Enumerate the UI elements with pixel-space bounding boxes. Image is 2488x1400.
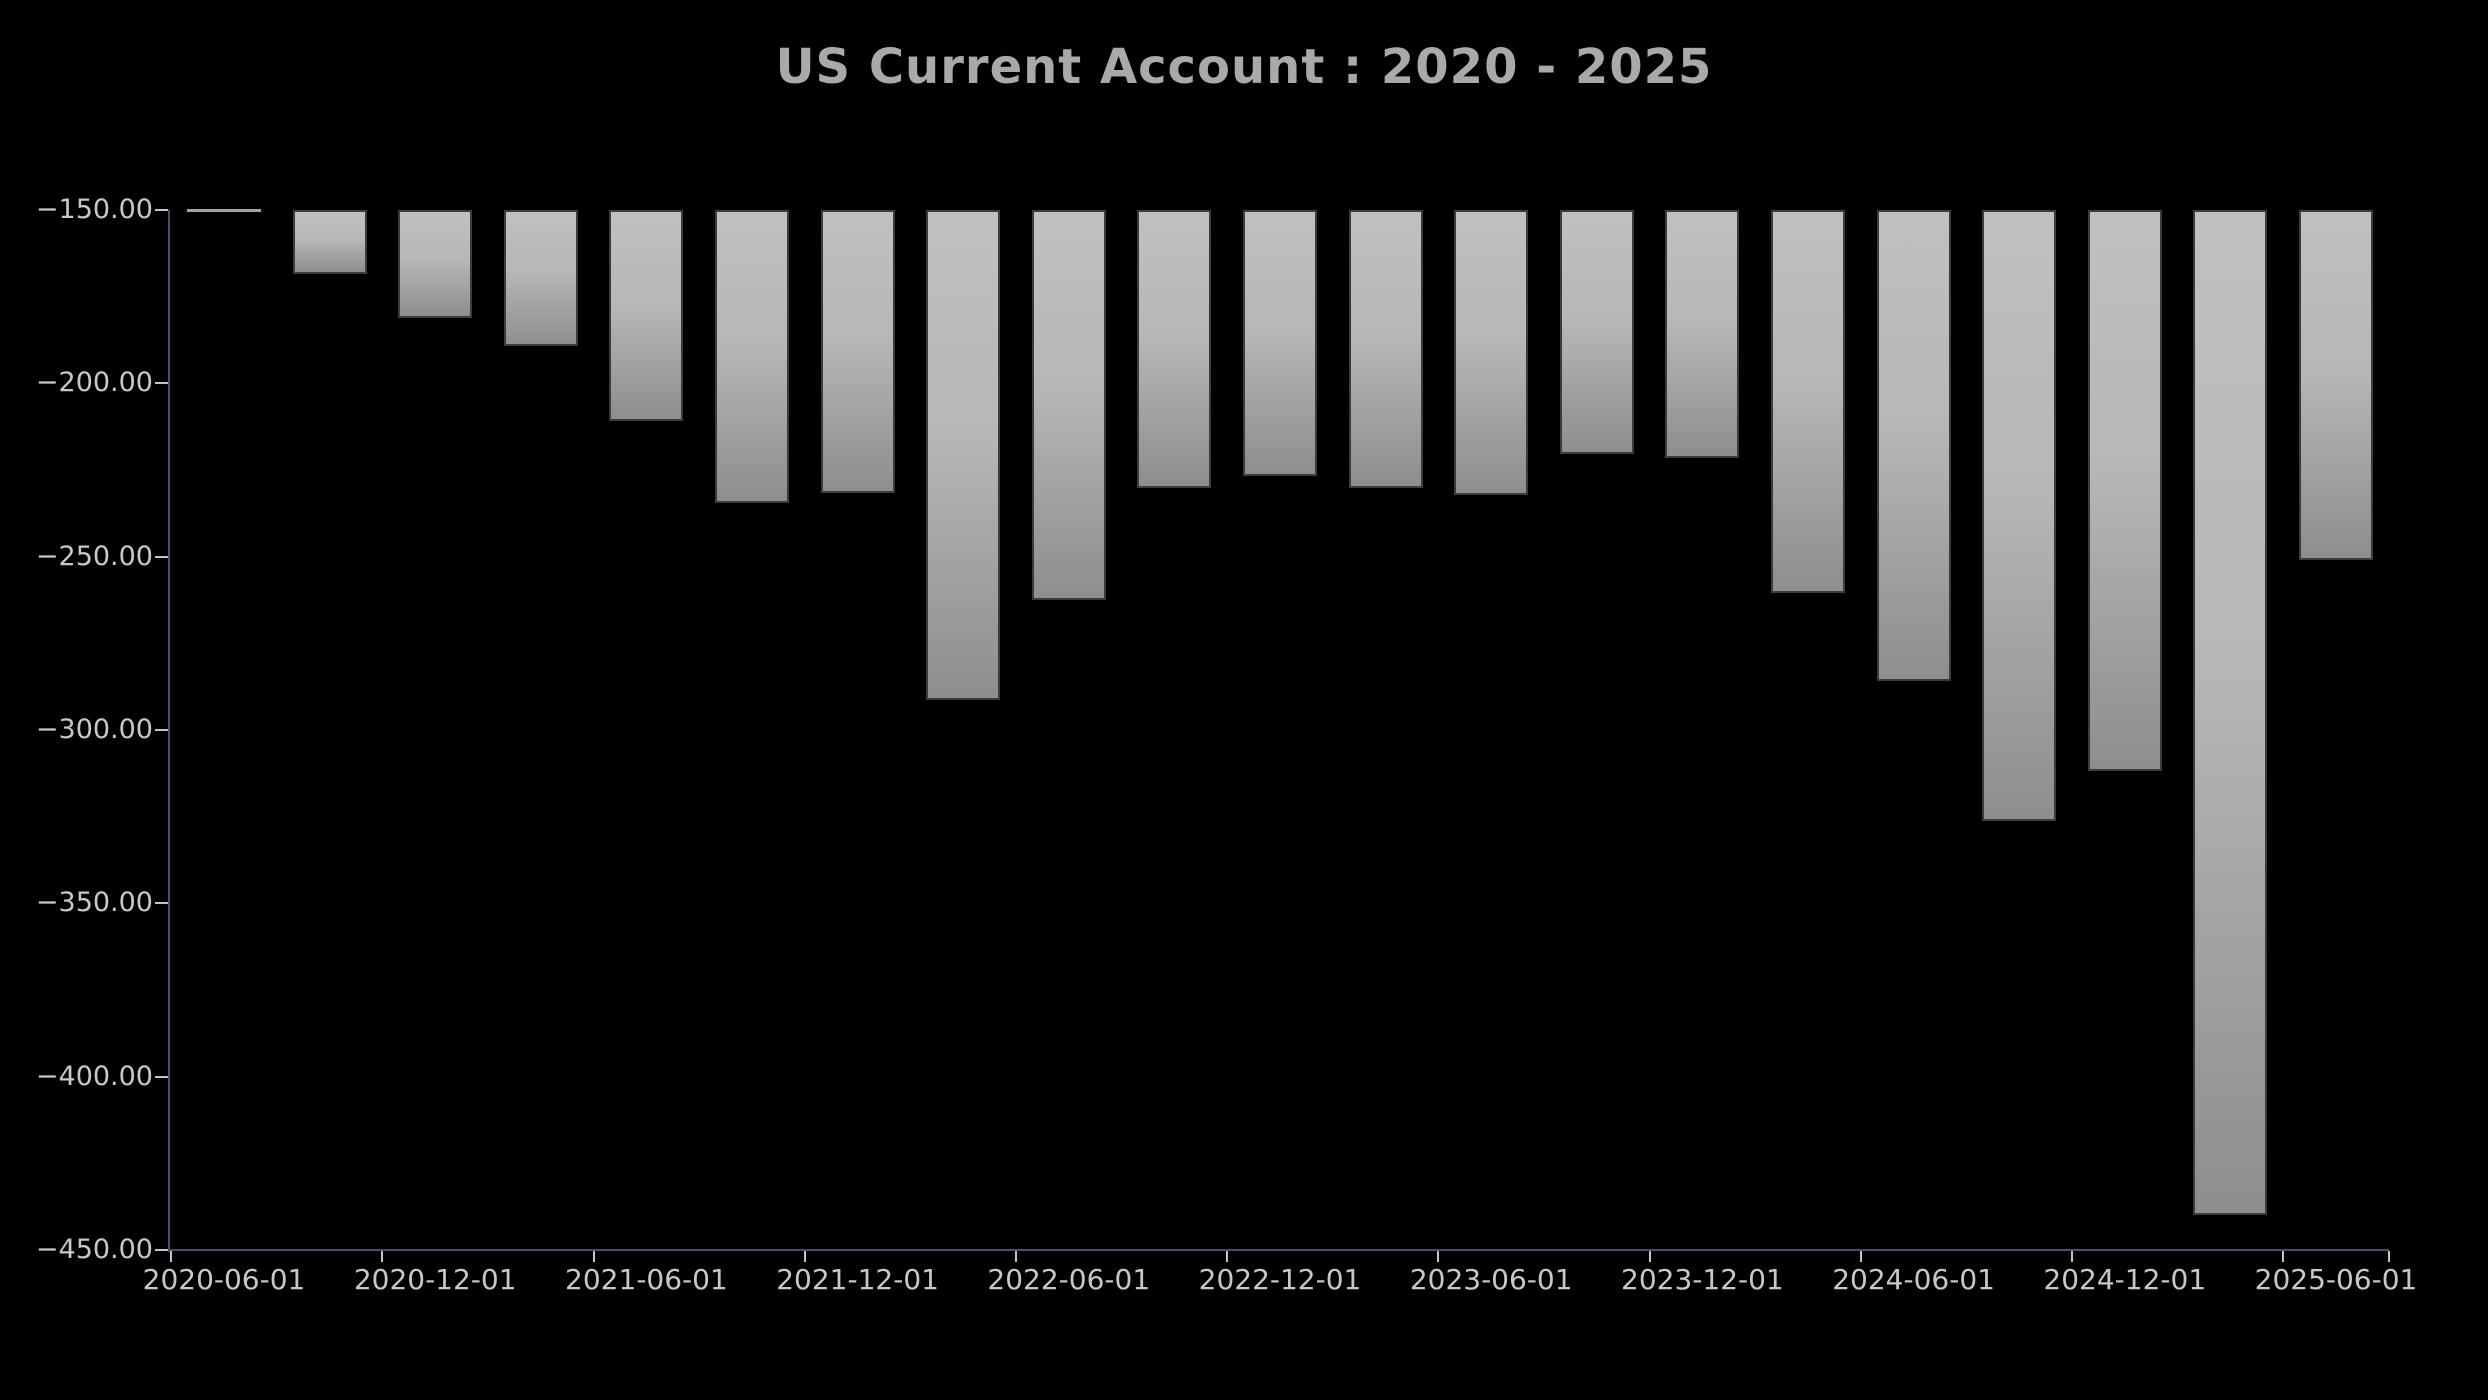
y-tick-label: −150.00 bbox=[35, 194, 153, 225]
bar bbox=[2299, 210, 2373, 561]
y-axis-tick bbox=[155, 382, 168, 385]
y-tick-label: −250.00 bbox=[35, 540, 153, 572]
bar bbox=[1031, 210, 1106, 600]
x-tick-label: 2021-12-01 bbox=[776, 1263, 939, 1296]
y-axis-tick bbox=[155, 902, 168, 905]
y-axis-tick bbox=[155, 1075, 168, 1078]
bar bbox=[1348, 210, 1423, 489]
x-tick-label: 2021-06-01 bbox=[565, 1263, 728, 1296]
bar bbox=[926, 210, 1001, 700]
bar bbox=[1876, 210, 1951, 682]
x-tick-label: 2025-06-01 bbox=[2254, 1263, 2418, 1296]
bar bbox=[2087, 210, 2162, 771]
y-axis-spine bbox=[168, 210, 170, 1252]
x-axis-spine bbox=[168, 1249, 2389, 1251]
bar bbox=[1982, 210, 2057, 822]
bar bbox=[1665, 210, 1740, 458]
x-tick-label: 2024-06-01 bbox=[1832, 1263, 1995, 1296]
y-tick-label: −400.00 bbox=[35, 1060, 153, 1092]
y-axis-tick bbox=[155, 555, 168, 558]
x-tick-label: 2020-12-01 bbox=[353, 1263, 517, 1296]
bar bbox=[1454, 210, 1529, 495]
bar bbox=[292, 210, 367, 275]
x-axis-tick bbox=[170, 1251, 173, 1262]
x-axis-tick bbox=[2387, 1251, 2390, 1262]
bar bbox=[398, 210, 473, 319]
x-axis-tick bbox=[1437, 1251, 1440, 1262]
bar bbox=[503, 210, 578, 346]
x-axis-tick bbox=[1648, 1251, 1651, 1262]
bar bbox=[1137, 210, 1212, 489]
bar bbox=[1243, 210, 1317, 476]
x-axis-tick bbox=[1859, 1251, 1862, 1262]
bar bbox=[609, 210, 684, 422]
x-tick-label: 2022-06-01 bbox=[987, 1263, 1151, 1296]
x-axis-tick bbox=[2282, 1251, 2285, 1262]
y-axis-tick bbox=[155, 729, 168, 731]
chart-title: US Current Account : 2020 - 2025 bbox=[775, 39, 1713, 95]
x-tick-label: 2023-12-01 bbox=[1621, 1263, 1784, 1296]
y-tick-label: −300.00 bbox=[35, 714, 153, 745]
x-axis-tick bbox=[803, 1251, 806, 1262]
x-tick-label: 2024-12-01 bbox=[2043, 1263, 2207, 1296]
bar bbox=[715, 210, 789, 503]
zero-height-bar bbox=[187, 209, 261, 212]
bar bbox=[820, 210, 895, 493]
y-axis-tick bbox=[155, 1249, 168, 1251]
x-axis-tick bbox=[2071, 1251, 2073, 1262]
x-axis-tick bbox=[1015, 1251, 1017, 1262]
y-tick-label: −350.00 bbox=[35, 887, 153, 919]
x-axis-tick bbox=[381, 1251, 384, 1262]
x-axis-tick bbox=[592, 1251, 595, 1262]
y-tick-label: −200.00 bbox=[35, 367, 153, 399]
x-axis-tick bbox=[1226, 1251, 1229, 1262]
x-tick-label: 2023-06-01 bbox=[1409, 1263, 1573, 1296]
bar bbox=[2193, 210, 2268, 1215]
x-tick-label: 2020-06-01 bbox=[142, 1263, 306, 1296]
x-tick-label: 2022-12-01 bbox=[1198, 1263, 1362, 1296]
bar bbox=[1559, 210, 1634, 455]
bar bbox=[1771, 210, 1845, 594]
y-tick-label: −450.00 bbox=[35, 1234, 153, 1265]
y-axis-tick bbox=[155, 209, 168, 211]
